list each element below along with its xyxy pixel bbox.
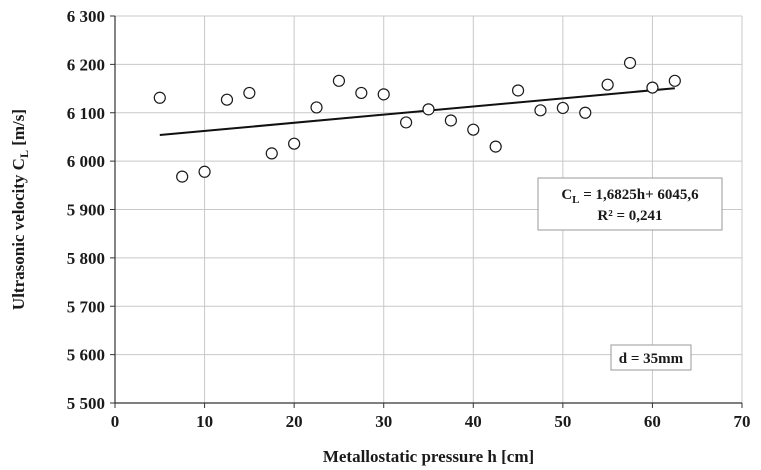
x-axis-title: Metallostatic pressure h [cm] — [323, 447, 534, 466]
data-point — [265, 147, 278, 160]
x-tick-label: 40 — [465, 412, 482, 431]
data-point — [400, 116, 413, 129]
diameter-box-frame — [610, 344, 692, 371]
data-point — [288, 137, 301, 150]
tick-labels: 0 10 20 30 40 50 60 70 5 500 5 600 5 700 5 800 5 900… — [67, 7, 751, 431]
data-point — [332, 74, 346, 87]
data-point — [198, 165, 211, 178]
data-point — [623, 56, 637, 70]
y-tick-label: 5 800 — [67, 249, 105, 268]
x-tick-label: 20 — [286, 412, 303, 431]
data-point — [511, 84, 525, 97]
y-tick-label: 5 500 — [67, 394, 105, 413]
data-point — [668, 74, 681, 87]
regression-equation: CL = 1,6825h+ 6045,6 — [561, 187, 699, 206]
y-axis-title-suffix: [m/s] — [9, 109, 28, 150]
x-tick-label: 60 — [644, 412, 661, 431]
data-point — [243, 86, 256, 100]
y-tick-label: 5 900 — [67, 201, 105, 220]
data-point — [646, 81, 659, 94]
data-point — [601, 78, 614, 91]
axes — [110, 15, 743, 408]
y-axis-title-subscript: L — [17, 150, 31, 158]
data-point — [579, 106, 592, 119]
r-squared-label: R² = 0,241 — [597, 208, 662, 224]
diameter-annotation-box: d = 35mm — [610, 344, 692, 371]
data-point — [176, 170, 189, 183]
y-tick-label: 5 700 — [67, 297, 105, 316]
trendline-layer — [159, 87, 675, 136]
y-axis-title-prefix: Ultrasonic velocity C — [9, 158, 28, 310]
data-point — [355, 86, 368, 100]
data-point — [422, 103, 435, 116]
data-point — [534, 104, 547, 117]
data-point — [153, 91, 166, 104]
data-point — [489, 140, 502, 153]
equation-box-frame — [537, 177, 723, 231]
trendline — [159, 87, 675, 136]
x-tick-label: 10 — [196, 412, 213, 431]
equation-suffix: = 1,6825h+ 6045,6 — [580, 187, 700, 203]
data-point — [467, 123, 480, 136]
diameter-label: d = 35mm — [619, 351, 684, 367]
data-point — [444, 114, 457, 127]
regression-equation-box: CL = 1,6825h+ 6045,6 R² = 0,241 — [537, 177, 723, 231]
equation-prefix: C — [561, 187, 572, 203]
x-tick-label: 70 — [734, 412, 751, 431]
y-axis-title: Ultrasonic velocity CL [m/s] — [9, 109, 31, 310]
y-tick-label: 6 000 — [67, 152, 105, 171]
data-points — [153, 56, 681, 183]
data-point — [310, 101, 323, 114]
y-tick-label: 6 300 — [67, 7, 105, 26]
data-point — [377, 88, 390, 101]
y-tick-label: 5 600 — [67, 346, 105, 365]
x-tick-label: 0 — [111, 412, 120, 431]
x-tick-label: 50 — [554, 412, 571, 431]
y-tick-label: 6 200 — [67, 55, 105, 74]
equation-subscript: L — [572, 194, 579, 206]
data-point — [220, 93, 234, 106]
y-tick-label: 6 100 — [67, 104, 105, 123]
data-point — [556, 101, 569, 115]
x-tick-label: 30 — [375, 412, 392, 431]
